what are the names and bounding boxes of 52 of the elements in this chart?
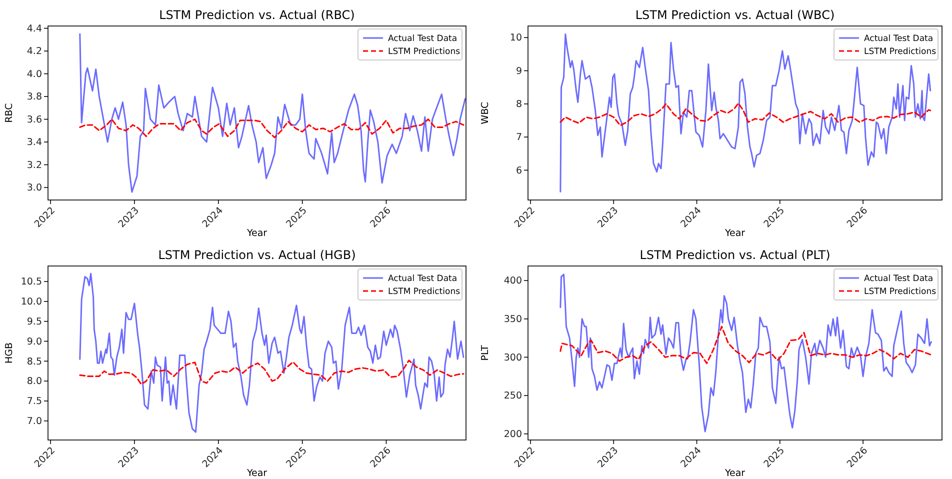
legend-label: Actual Test Data [388, 274, 458, 284]
chart-title: LSTM Prediction vs. Actual (PLT) [640, 248, 830, 262]
line-series [79, 272, 464, 433]
y-tick-label: 9 [516, 66, 522, 77]
y-tick-label: 400 [504, 276, 522, 287]
y-tick-label: 9.0 [26, 336, 42, 348]
chart-title: LSTM Prediction vs. Actual (WBC) [635, 8, 835, 22]
y-tick-label: 6 [516, 165, 522, 176]
legend-label: Actual Test Data [388, 34, 458, 44]
y-tick-label: 9.5 [26, 316, 42, 328]
chart-title: LSTM Prediction vs. Actual (RBC) [159, 8, 355, 22]
x-axis-title: Year [246, 228, 268, 239]
legend-label: LSTM Predictions [388, 286, 461, 297]
legend-label: LSTM Predictions [388, 46, 461, 57]
y-tick-label: 4.2 [26, 46, 42, 58]
legend-label: Actual Test Data [864, 34, 934, 44]
y-tick-label: 8 [516, 99, 522, 110]
y-tick-label: 8.0 [26, 376, 42, 388]
y-tick-label: 4.0 [26, 68, 42, 80]
y-tick-label: 4.4 [26, 23, 42, 34]
legend-label: Actual Test Data [864, 274, 934, 284]
y-tick-label: 3.4 [26, 137, 42, 148]
y-axis-title: HGB [4, 342, 15, 364]
x-axis-title: Year [724, 228, 746, 239]
y-tick-label: 3.2 [26, 160, 42, 171]
line-series [79, 33, 466, 193]
y-axis-title: PLT [480, 345, 491, 361]
line-series [79, 118, 464, 138]
y-tick-label: 350 [504, 314, 522, 326]
y-axis-title: WBC [480, 101, 491, 124]
y-tick-label: 3.6 [26, 114, 42, 126]
y-tick-label: 300 [504, 352, 522, 364]
y-tick-label: 7 [516, 132, 522, 144]
y-tick-label: 8.5 [26, 356, 42, 368]
legend-label: LSTM Predictions [864, 286, 937, 297]
chart-title: LSTM Prediction vs. Actual (HGB) [158, 248, 356, 262]
line-series [560, 102, 932, 126]
y-tick-label: 10.0 [20, 296, 42, 308]
y-tick-label: 10.5 [20, 276, 42, 288]
line-series [560, 326, 932, 364]
y-tick-label: 200 [504, 429, 522, 440]
y-tick-label: 3.0 [26, 182, 42, 194]
y-tick-label: 7.5 [26, 396, 42, 408]
y-tick-label: 250 [504, 390, 522, 402]
y-tick-label: 3.8 [26, 92, 42, 103]
y-tick-label: 7.0 [26, 416, 42, 428]
x-axis-title: Year [246, 468, 268, 479]
y-tick-label: 10 [510, 32, 522, 44]
x-axis-title: Year [724, 468, 746, 479]
y-axis-title: RBC [4, 102, 15, 123]
legend-label: LSTM Predictions [864, 46, 937, 57]
line-series [79, 360, 464, 386]
